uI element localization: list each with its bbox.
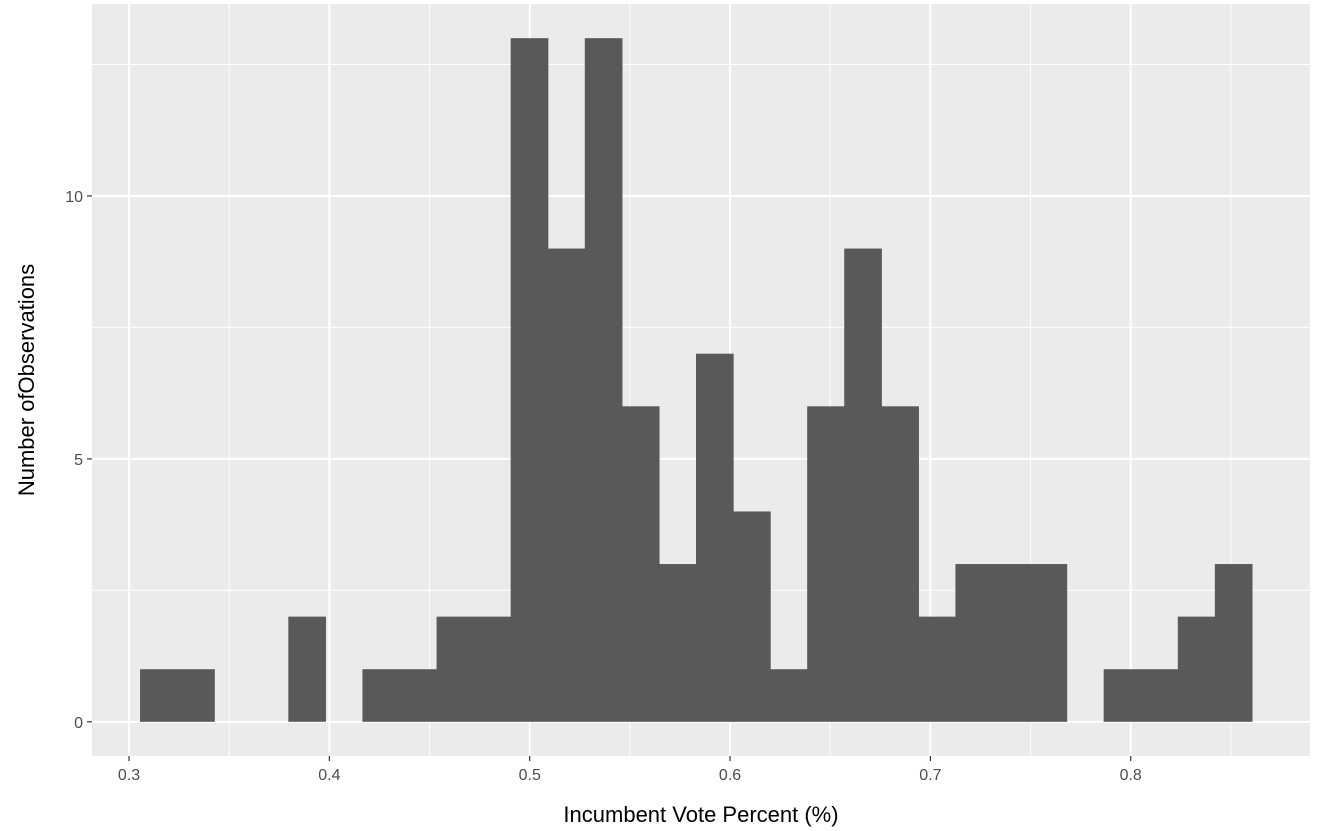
y-axis-title: Number ofObservations [14, 264, 39, 496]
y-tick-label: 10 [65, 189, 83, 206]
y-tick-label: 5 [74, 452, 83, 469]
x-tick-label: 0.6 [719, 767, 741, 784]
x-axis-title: Incumbent Vote Percent (%) [563, 802, 838, 827]
x-tick-label: 0.4 [318, 767, 340, 784]
y-tick-label: 0 [74, 715, 83, 732]
histogram-bar [362, 669, 401, 722]
histogram-bar [770, 669, 808, 722]
histogram-bar [658, 564, 697, 722]
histogram-bar [881, 406, 919, 722]
histogram-bar [918, 616, 957, 722]
histogram-bar [547, 248, 586, 722]
histogram-bar [288, 616, 326, 722]
histogram-bar [955, 564, 994, 722]
histogram-bar [140, 669, 178, 722]
histogram-bar [1103, 669, 1142, 722]
histogram-bar [992, 564, 1031, 722]
histogram-bar [510, 38, 549, 722]
bar-layer [140, 38, 1253, 722]
histogram-bar [1140, 669, 1179, 722]
histogram-bar [695, 353, 734, 722]
x-tick-label: 0.5 [519, 767, 541, 784]
x-tick-label: 0.7 [919, 767, 941, 784]
axis-layer: 0.3 0.4 0.5 0.6 0.7 0.8 0 5 10 [65, 189, 1142, 784]
histogram-bar [1029, 564, 1068, 722]
histogram-bar [399, 669, 438, 722]
histogram-bar [1214, 564, 1253, 722]
histogram-bar [621, 406, 660, 722]
histogram-bar [473, 616, 512, 722]
x-tick-label: 0.8 [1120, 767, 1142, 784]
histogram-bar [844, 248, 882, 722]
histogram-bar [1177, 616, 1216, 722]
histogram-bar [436, 616, 475, 722]
histogram-bar [177, 669, 215, 722]
x-tick-label: 0.3 [118, 767, 140, 784]
histogram-bar [807, 406, 845, 722]
histogram-bar [733, 511, 771, 722]
histogram-bar [584, 38, 623, 722]
